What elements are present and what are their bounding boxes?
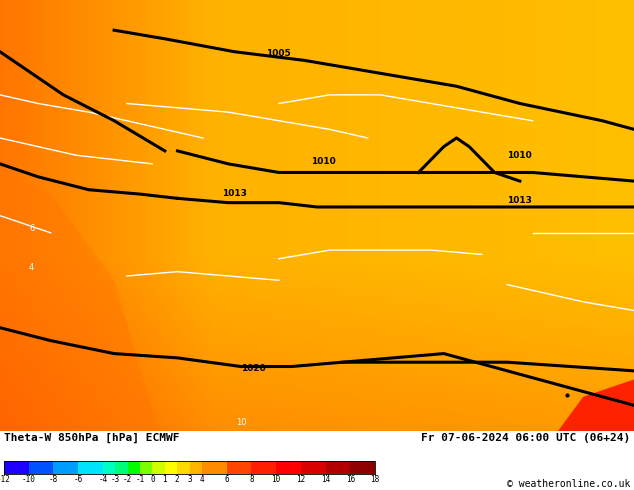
Bar	[276, 461, 301, 474]
Polygon shape	[0, 172, 158, 431]
Text: 1010: 1010	[311, 157, 335, 166]
Text: 2: 2	[175, 475, 179, 484]
Text: 6: 6	[224, 475, 229, 484]
Text: 1013: 1013	[507, 196, 532, 205]
Bar	[103, 461, 115, 474]
Bar	[226, 461, 251, 474]
Text: Theta-W 850hPa [hPa] ECMWF: Theta-W 850hPa [hPa] ECMWF	[4, 433, 179, 443]
Bar	[78, 461, 103, 474]
Text: 16: 16	[346, 475, 355, 484]
Text: -6: -6	[74, 475, 83, 484]
Text: 14: 14	[321, 475, 330, 484]
Bar	[29, 461, 53, 474]
Text: 3: 3	[187, 475, 192, 484]
Text: -4: -4	[98, 475, 108, 484]
Bar	[202, 461, 226, 474]
Text: 10: 10	[236, 418, 246, 427]
Bar	[152, 461, 165, 474]
Text: 4: 4	[200, 475, 204, 484]
Text: 1: 1	[162, 475, 167, 484]
Text: 4: 4	[29, 263, 34, 272]
Bar	[301, 461, 325, 474]
Text: -3: -3	[111, 475, 120, 484]
Text: 10: 10	[271, 475, 281, 484]
Text: Fr 07-06-2024 06:00 UTC (06+24): Fr 07-06-2024 06:00 UTC (06+24)	[421, 433, 630, 443]
Bar	[251, 461, 276, 474]
Text: -2: -2	[123, 475, 133, 484]
Bar	[140, 461, 152, 474]
Text: 6: 6	[29, 224, 34, 233]
Text: © weatheronline.co.uk: © weatheronline.co.uk	[507, 479, 630, 489]
Bar	[127, 461, 140, 474]
Bar	[4, 461, 29, 474]
Text: -1: -1	[136, 475, 145, 484]
Bar	[350, 461, 375, 474]
Bar	[190, 461, 202, 474]
Bar	[53, 461, 78, 474]
Text: 1013: 1013	[222, 189, 247, 198]
Bar	[177, 461, 190, 474]
Bar	[4, 461, 375, 474]
Text: -8: -8	[49, 475, 58, 484]
Polygon shape	[558, 379, 634, 431]
Text: 8: 8	[249, 475, 254, 484]
Text: -12: -12	[0, 475, 11, 484]
Text: -10: -10	[22, 475, 36, 484]
Text: 1020: 1020	[241, 364, 266, 373]
Text: 1005: 1005	[266, 49, 291, 58]
Bar	[165, 461, 177, 474]
Text: 12: 12	[296, 475, 306, 484]
Text: 1010: 1010	[507, 150, 532, 160]
Text: 0: 0	[150, 475, 155, 484]
Text: 18: 18	[370, 475, 380, 484]
Bar	[325, 461, 350, 474]
Bar	[115, 461, 127, 474]
